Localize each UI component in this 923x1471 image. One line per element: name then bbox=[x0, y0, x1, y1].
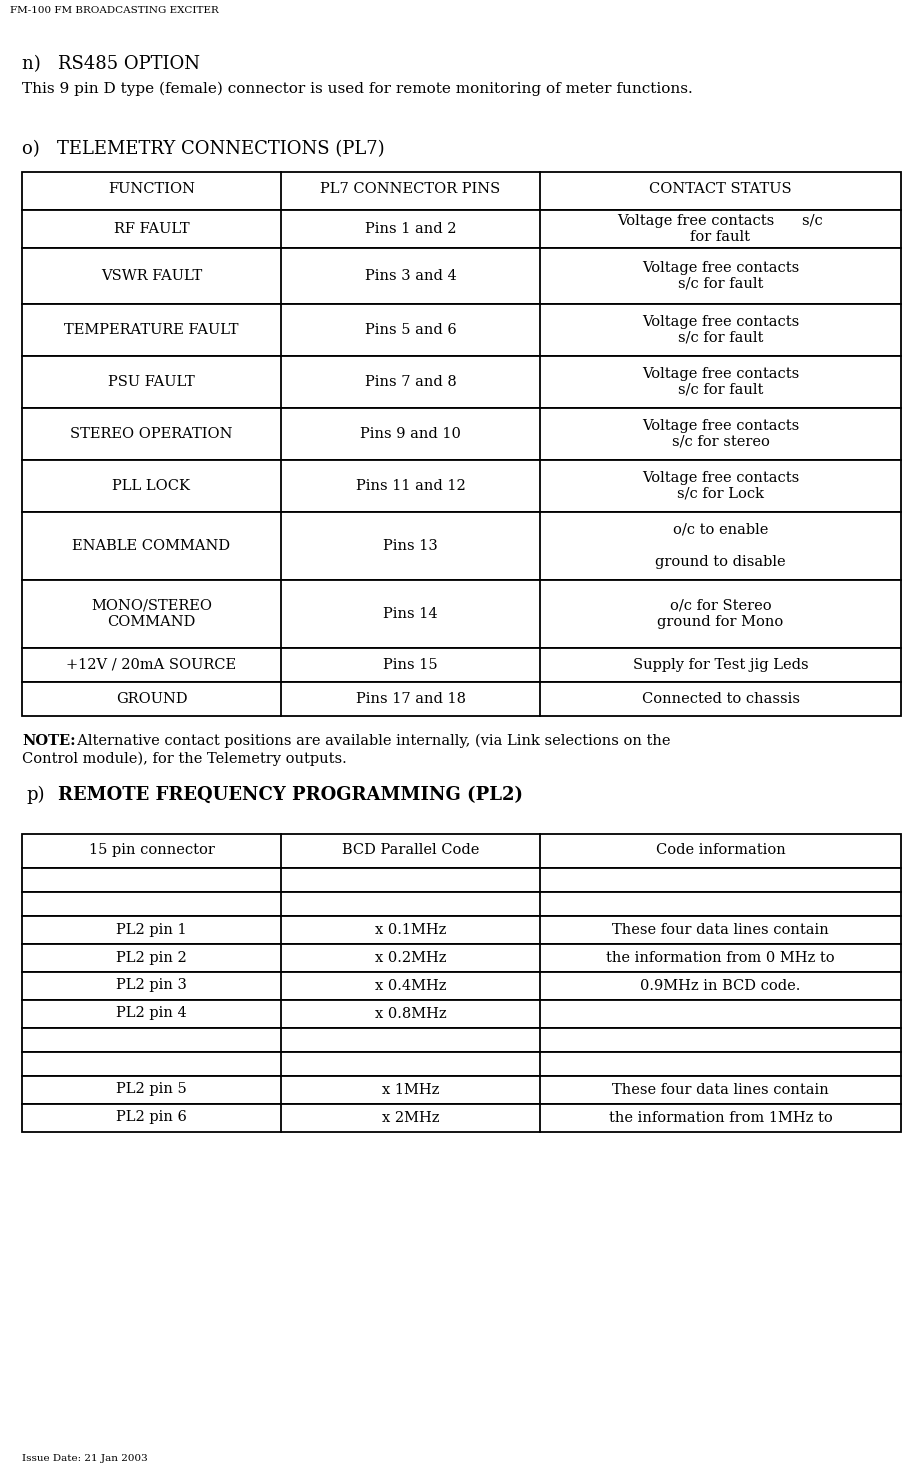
Text: x 0.1MHz: x 0.1MHz bbox=[375, 922, 446, 937]
Text: PL2 pin 1: PL2 pin 1 bbox=[116, 922, 186, 937]
Bar bbox=[22, 834, 901, 868]
Text: s/c for fault: s/c for fault bbox=[677, 382, 763, 397]
Text: s/c for fault: s/c for fault bbox=[677, 331, 763, 344]
Bar bbox=[22, 407, 901, 460]
Bar bbox=[22, 1052, 901, 1075]
Text: PLL LOCK: PLL LOCK bbox=[113, 478, 190, 493]
Text: the information from 1MHz to: the information from 1MHz to bbox=[608, 1111, 833, 1124]
Text: Pins 13: Pins 13 bbox=[383, 538, 438, 553]
Text: PL7 CONNECTOR PINS: PL7 CONNECTOR PINS bbox=[320, 182, 500, 196]
Bar bbox=[22, 1028, 901, 1052]
Text: These four data lines contain: These four data lines contain bbox=[612, 922, 829, 937]
Text: COMMAND: COMMAND bbox=[107, 615, 196, 628]
Text: Pins 7 and 8: Pins 7 and 8 bbox=[365, 375, 456, 388]
Text: s/c for stereo: s/c for stereo bbox=[672, 434, 770, 449]
Bar bbox=[22, 1075, 901, 1105]
Bar bbox=[22, 172, 901, 210]
Bar bbox=[22, 249, 901, 304]
Text: FM-100 FM BROADCASTING EXCITER: FM-100 FM BROADCASTING EXCITER bbox=[10, 6, 219, 15]
Text: the information from 0 MHz to: the information from 0 MHz to bbox=[606, 950, 834, 965]
Text: o/c for Stereo: o/c for Stereo bbox=[670, 599, 772, 612]
Text: ENABLE COMMAND: ENABLE COMMAND bbox=[72, 538, 231, 553]
Text: p): p) bbox=[26, 786, 44, 805]
Text: Pins 15: Pins 15 bbox=[383, 658, 438, 671]
Text: Code information: Code information bbox=[655, 843, 785, 858]
Text: Voltage free contacts: Voltage free contacts bbox=[641, 419, 799, 432]
Text: BCD Parallel Code: BCD Parallel Code bbox=[342, 843, 479, 858]
Text: Voltage free contacts: Voltage free contacts bbox=[641, 260, 799, 275]
Text: Voltage free contacts: Voltage free contacts bbox=[641, 315, 799, 328]
Bar bbox=[22, 512, 901, 580]
Text: +12V / 20mA SOURCE: +12V / 20mA SOURCE bbox=[66, 658, 236, 671]
Text: 15 pin connector: 15 pin connector bbox=[89, 843, 214, 858]
Text: PL2 pin 4: PL2 pin 4 bbox=[116, 1006, 186, 1021]
Text: PL2 pin 2: PL2 pin 2 bbox=[116, 950, 186, 965]
Text: MONO/STEREO: MONO/STEREO bbox=[91, 599, 212, 612]
Bar bbox=[22, 460, 901, 512]
Text: PL2 pin 6: PL2 pin 6 bbox=[116, 1111, 187, 1124]
Text: Alternative contact positions are available internally, (via Link selections on : Alternative contact positions are availa… bbox=[68, 734, 670, 749]
Text: x 0.4MHz: x 0.4MHz bbox=[375, 978, 446, 993]
Text: This 9 pin D type (female) connector is used for remote monitoring of meter func: This 9 pin D type (female) connector is … bbox=[22, 82, 693, 97]
Text: Pins 17 and 18: Pins 17 and 18 bbox=[355, 691, 465, 706]
Bar bbox=[22, 1105, 901, 1133]
Bar bbox=[22, 649, 901, 683]
Text: Pins 3 and 4: Pins 3 and 4 bbox=[365, 269, 456, 282]
Bar bbox=[22, 868, 901, 891]
Text: Supply for Test jig Leds: Supply for Test jig Leds bbox=[632, 658, 809, 671]
Text: REMOTE FREQUENCY PROGRAMMING (PL2): REMOTE FREQUENCY PROGRAMMING (PL2) bbox=[58, 786, 523, 805]
Text: PL2 pin 5: PL2 pin 5 bbox=[116, 1083, 186, 1096]
Bar bbox=[22, 916, 901, 944]
Bar bbox=[22, 304, 901, 356]
Text: RF FAULT: RF FAULT bbox=[114, 222, 189, 235]
Text: Issue Date: 21 Jan 2003: Issue Date: 21 Jan 2003 bbox=[22, 1453, 148, 1464]
Text: These four data lines contain: These four data lines contain bbox=[612, 1083, 829, 1096]
Text: PL2 pin 3: PL2 pin 3 bbox=[116, 978, 187, 993]
Text: n)   RS485 OPTION: n) RS485 OPTION bbox=[22, 54, 200, 74]
Text: STEREO OPERATION: STEREO OPERATION bbox=[70, 427, 233, 440]
Text: PSU FAULT: PSU FAULT bbox=[108, 375, 195, 388]
Text: VSWR FAULT: VSWR FAULT bbox=[101, 269, 202, 282]
Bar bbox=[22, 1000, 901, 1028]
Text: GROUND: GROUND bbox=[115, 691, 187, 706]
Text: CONTACT STATUS: CONTACT STATUS bbox=[649, 182, 792, 196]
Text: ground for Mono: ground for Mono bbox=[657, 615, 784, 628]
Text: Connected to chassis: Connected to chassis bbox=[641, 691, 799, 706]
Text: x 0.8MHz: x 0.8MHz bbox=[375, 1006, 447, 1021]
Text: TEMPERATURE FAULT: TEMPERATURE FAULT bbox=[65, 322, 239, 337]
Bar bbox=[22, 580, 901, 649]
Text: x 1MHz: x 1MHz bbox=[382, 1083, 439, 1096]
Bar bbox=[22, 356, 901, 407]
Text: Voltage free contacts: Voltage free contacts bbox=[641, 366, 799, 381]
Text: Voltage free contacts: Voltage free contacts bbox=[641, 471, 799, 484]
Text: ground to disable: ground to disable bbox=[655, 555, 785, 568]
Text: Voltage free contacts      s/c: Voltage free contacts s/c bbox=[617, 213, 823, 228]
Text: Pins 1 and 2: Pins 1 and 2 bbox=[365, 222, 456, 235]
Bar bbox=[22, 683, 901, 716]
Text: Pins 5 and 6: Pins 5 and 6 bbox=[365, 322, 456, 337]
Text: s/c for fault: s/c for fault bbox=[677, 277, 763, 290]
Text: Pins 9 and 10: Pins 9 and 10 bbox=[360, 427, 461, 440]
Text: NOTE:: NOTE: bbox=[22, 734, 76, 747]
Bar bbox=[22, 891, 901, 916]
Text: o/c to enable: o/c to enable bbox=[673, 522, 768, 537]
Text: 0.9MHz in BCD code.: 0.9MHz in BCD code. bbox=[641, 978, 800, 993]
Text: x 2MHz: x 2MHz bbox=[382, 1111, 439, 1124]
Bar bbox=[22, 944, 901, 972]
Text: Pins 14: Pins 14 bbox=[383, 606, 438, 621]
Text: o)   TELEMETRY CONNECTIONS (PL7): o) TELEMETRY CONNECTIONS (PL7) bbox=[22, 140, 385, 157]
Text: for fault: for fault bbox=[690, 229, 750, 244]
Text: s/c for Lock: s/c for Lock bbox=[677, 487, 764, 500]
Text: x 0.2MHz: x 0.2MHz bbox=[375, 950, 446, 965]
Text: FUNCTION: FUNCTION bbox=[108, 182, 195, 196]
Text: Pins 11 and 12: Pins 11 and 12 bbox=[355, 478, 465, 493]
Bar bbox=[22, 972, 901, 1000]
Text: Control module), for the Telemetry outputs.: Control module), for the Telemetry outpu… bbox=[22, 752, 347, 766]
Bar bbox=[22, 210, 901, 249]
